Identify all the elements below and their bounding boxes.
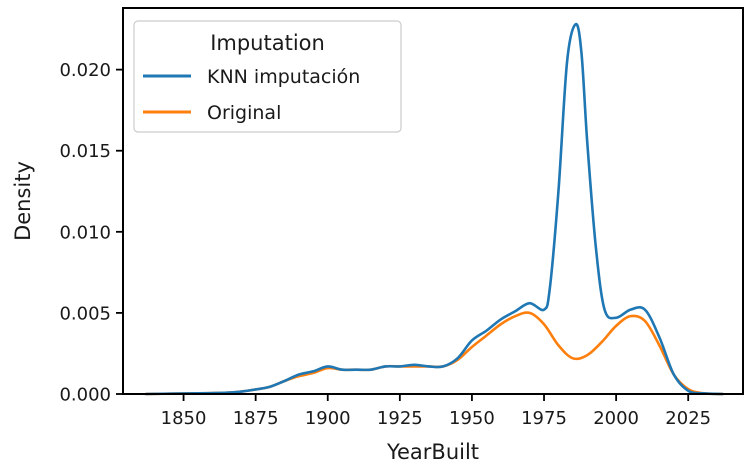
legend-box (133, 20, 402, 133)
series-line-knn-imputacion (144, 22, 725, 396)
y-tick-label-0.005: 0.005 (59, 303, 111, 324)
y-tick-label-0.010: 0.010 (59, 222, 111, 243)
x-tick-label-1950: 1950 (449, 408, 495, 429)
plot-frame (122, 7, 744, 395)
legend: Imputation KNN imputación Original (133, 20, 402, 133)
y-axis-title: Density (11, 161, 35, 241)
legend-label-knn-imputacion: KNN imputación (207, 66, 360, 88)
x-tick-label-1850: 1850 (161, 408, 207, 429)
series-line-original (144, 311, 725, 396)
plot-lines (144, 22, 725, 396)
x-tick-label-1875: 1875 (233, 408, 279, 429)
x-tick-label-1900: 1900 (305, 408, 351, 429)
y-tick-label-0.000: 0.000 (59, 385, 111, 406)
x-axis-title: YearBuilt (386, 440, 479, 464)
legend-title: Imputation (210, 31, 325, 55)
x-tick-label-1975: 1975 (521, 408, 567, 429)
x-tick-label-1925: 1925 (377, 408, 423, 429)
x-tick-label-2025: 2025 (665, 408, 711, 429)
x-tick-label-2000: 2000 (593, 408, 639, 429)
axes: 1850 1875 1900 1925 1950 1975 2000 2025 0.000 0.0… (59, 7, 744, 429)
legend-label-original: Original (207, 102, 281, 124)
y-tick-label-0.020: 0.020 (59, 60, 111, 81)
y-tick-label-0.015: 0.015 (59, 141, 111, 162)
